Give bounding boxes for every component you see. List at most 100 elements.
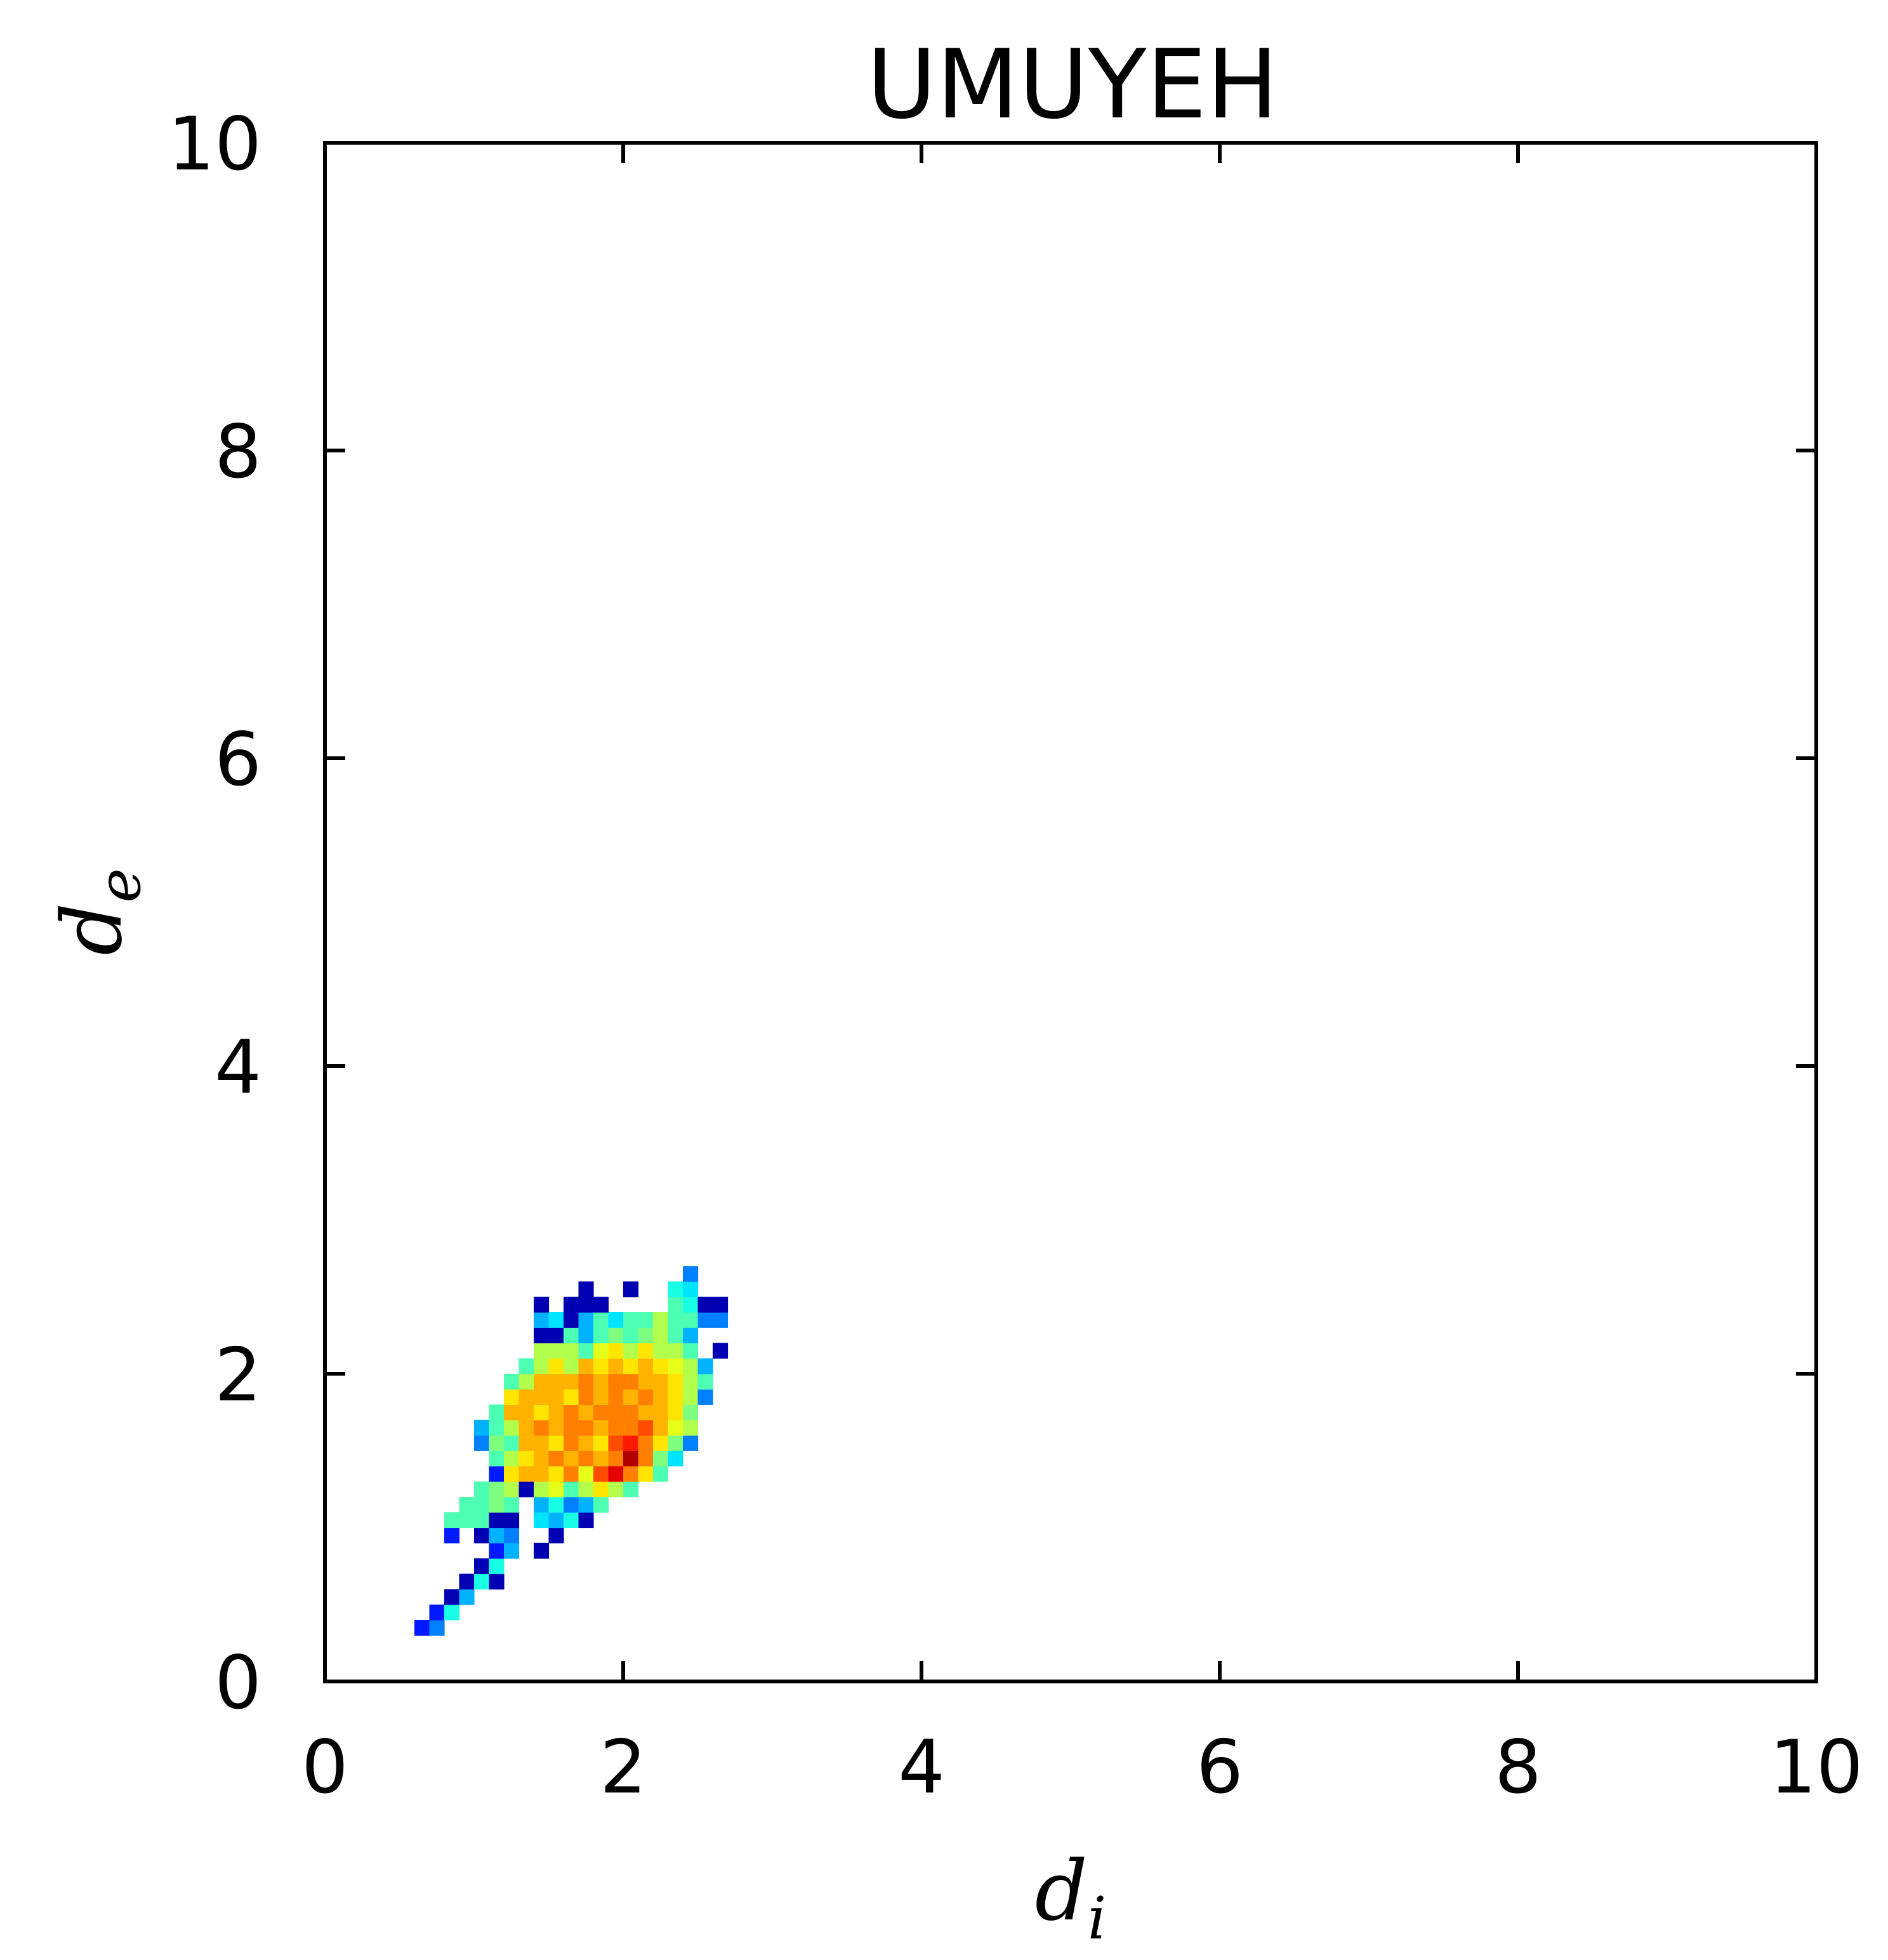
heatmap-cell [489,1512,505,1529]
heatmap-cell [534,1389,550,1405]
heatmap-cell [593,1374,609,1390]
heatmap-cell [548,1343,564,1359]
heatmap-cell [444,1527,460,1544]
heatmap-cell [608,1419,624,1436]
heatmap-cell [444,1604,460,1621]
heatmap-cell [534,1343,550,1359]
heatmap-cell [504,1497,520,1513]
x-tick-label: 0 [301,1725,348,1810]
heatmap-cell [683,1419,699,1436]
heatmap-cell [638,1419,654,1436]
heatmap-cell [564,1404,579,1421]
heatmap-cell [713,1343,729,1359]
heatmap-cell [668,1404,683,1421]
heatmap-cell [608,1389,624,1405]
heatmap-cell [578,1281,594,1298]
heatmap-cell [504,1435,520,1451]
y-tick-label: 0 [215,1640,261,1726]
heatmap-cell [668,1281,683,1298]
heatmap-cell [623,1389,639,1405]
heatmap-cell [534,1312,550,1328]
y-tick-label: 10 [168,102,261,187]
heatmap-cell [504,1389,520,1405]
heatmap-cell [564,1512,579,1529]
heatmap-cell [534,1497,550,1513]
heatmap-cell [623,1281,639,1298]
heatmap-cell [578,1327,594,1344]
heatmap-cell [518,1466,534,1482]
heatmap-cell [638,1358,654,1374]
heatmap-cell [683,1435,699,1451]
heatmap-cell [683,1343,699,1359]
heatmap-cell [534,1481,550,1497]
heatmap-cell [489,1404,505,1421]
heatmap-cell [489,1466,505,1482]
heatmap-cell [578,1481,594,1497]
heatmap-cell [623,1419,639,1436]
heatmap-cell [683,1296,699,1313]
heatmap-cell [414,1620,430,1636]
heatmap-cell [638,1466,654,1482]
heatmap-cell [623,1343,639,1359]
heatmap-cell [534,1466,550,1482]
heatmap-cell [653,1419,669,1436]
heatmap-cell [548,1374,564,1390]
heatmap-cell [668,1450,683,1467]
heatmap-cell [668,1435,683,1451]
heatmap-cell [564,1481,579,1497]
heatmap-cell [623,1466,639,1482]
heatmap-cell [697,1374,713,1390]
heatmap-cell [548,1466,564,1482]
heatmap-cell [578,1343,594,1359]
heatmap-cell [518,1419,534,1436]
heatmap-cell [653,1404,669,1421]
heatmap-cell [564,1497,579,1513]
heatmap-cell [474,1435,490,1451]
heatmap-cell [683,1374,699,1390]
y-axis-label-base: d [44,903,140,956]
y-tick-label: 8 [215,409,261,495]
heatmap-cell [593,1343,609,1359]
heatmap-cell [459,1512,475,1529]
heatmap-cell [548,1435,564,1451]
heatmap-cell [608,1327,624,1344]
y-axis-label-subscript: e [86,868,154,902]
heatmap-cell [548,1512,564,1529]
heatmap-cell [593,1481,609,1497]
heatmap-cell [534,1374,550,1390]
chart-title: UMUYEH [867,30,1278,140]
heatmap-cell [504,1450,520,1467]
heatmap-cell [534,1512,550,1529]
heatmap-cell [593,1435,609,1451]
heatmap-cell [638,1450,654,1467]
heatmap-cell [593,1466,609,1482]
heatmap-cell [429,1620,445,1636]
heatmap-cell [564,1296,579,1313]
heatmap-cell [504,1542,520,1559]
heatmap-cell [444,1512,460,1529]
heatmap-cell [504,1404,520,1421]
heatmap-cell [548,1481,564,1497]
heatmap-cell [548,1404,564,1421]
heatmap-cell [578,1512,594,1529]
heatmap-cell [564,1466,579,1482]
heatmap-cell [608,1450,624,1467]
heatmap-cell [564,1327,579,1344]
heatmap-cell [564,1312,579,1328]
heatmap-cell [474,1512,490,1529]
heatmap-cell [489,1527,505,1544]
heatmap-cell [564,1389,579,1405]
heatmap-cell [489,1542,505,1559]
heatmap-cell [578,1497,594,1513]
heatmap-cell [697,1296,713,1313]
heatmap-cell [578,1312,594,1328]
heatmap-cell [504,1527,520,1544]
y-tick-labels: 0 2 4 6 8 10 [168,102,261,1726]
heatmap-cell [518,1450,534,1467]
heatmap-cell [564,1374,579,1390]
heatmap-cell [489,1419,505,1436]
heatmap-cell [638,1312,654,1328]
heatmap-cell [623,1435,639,1451]
y-tick-label: 4 [215,1025,261,1110]
